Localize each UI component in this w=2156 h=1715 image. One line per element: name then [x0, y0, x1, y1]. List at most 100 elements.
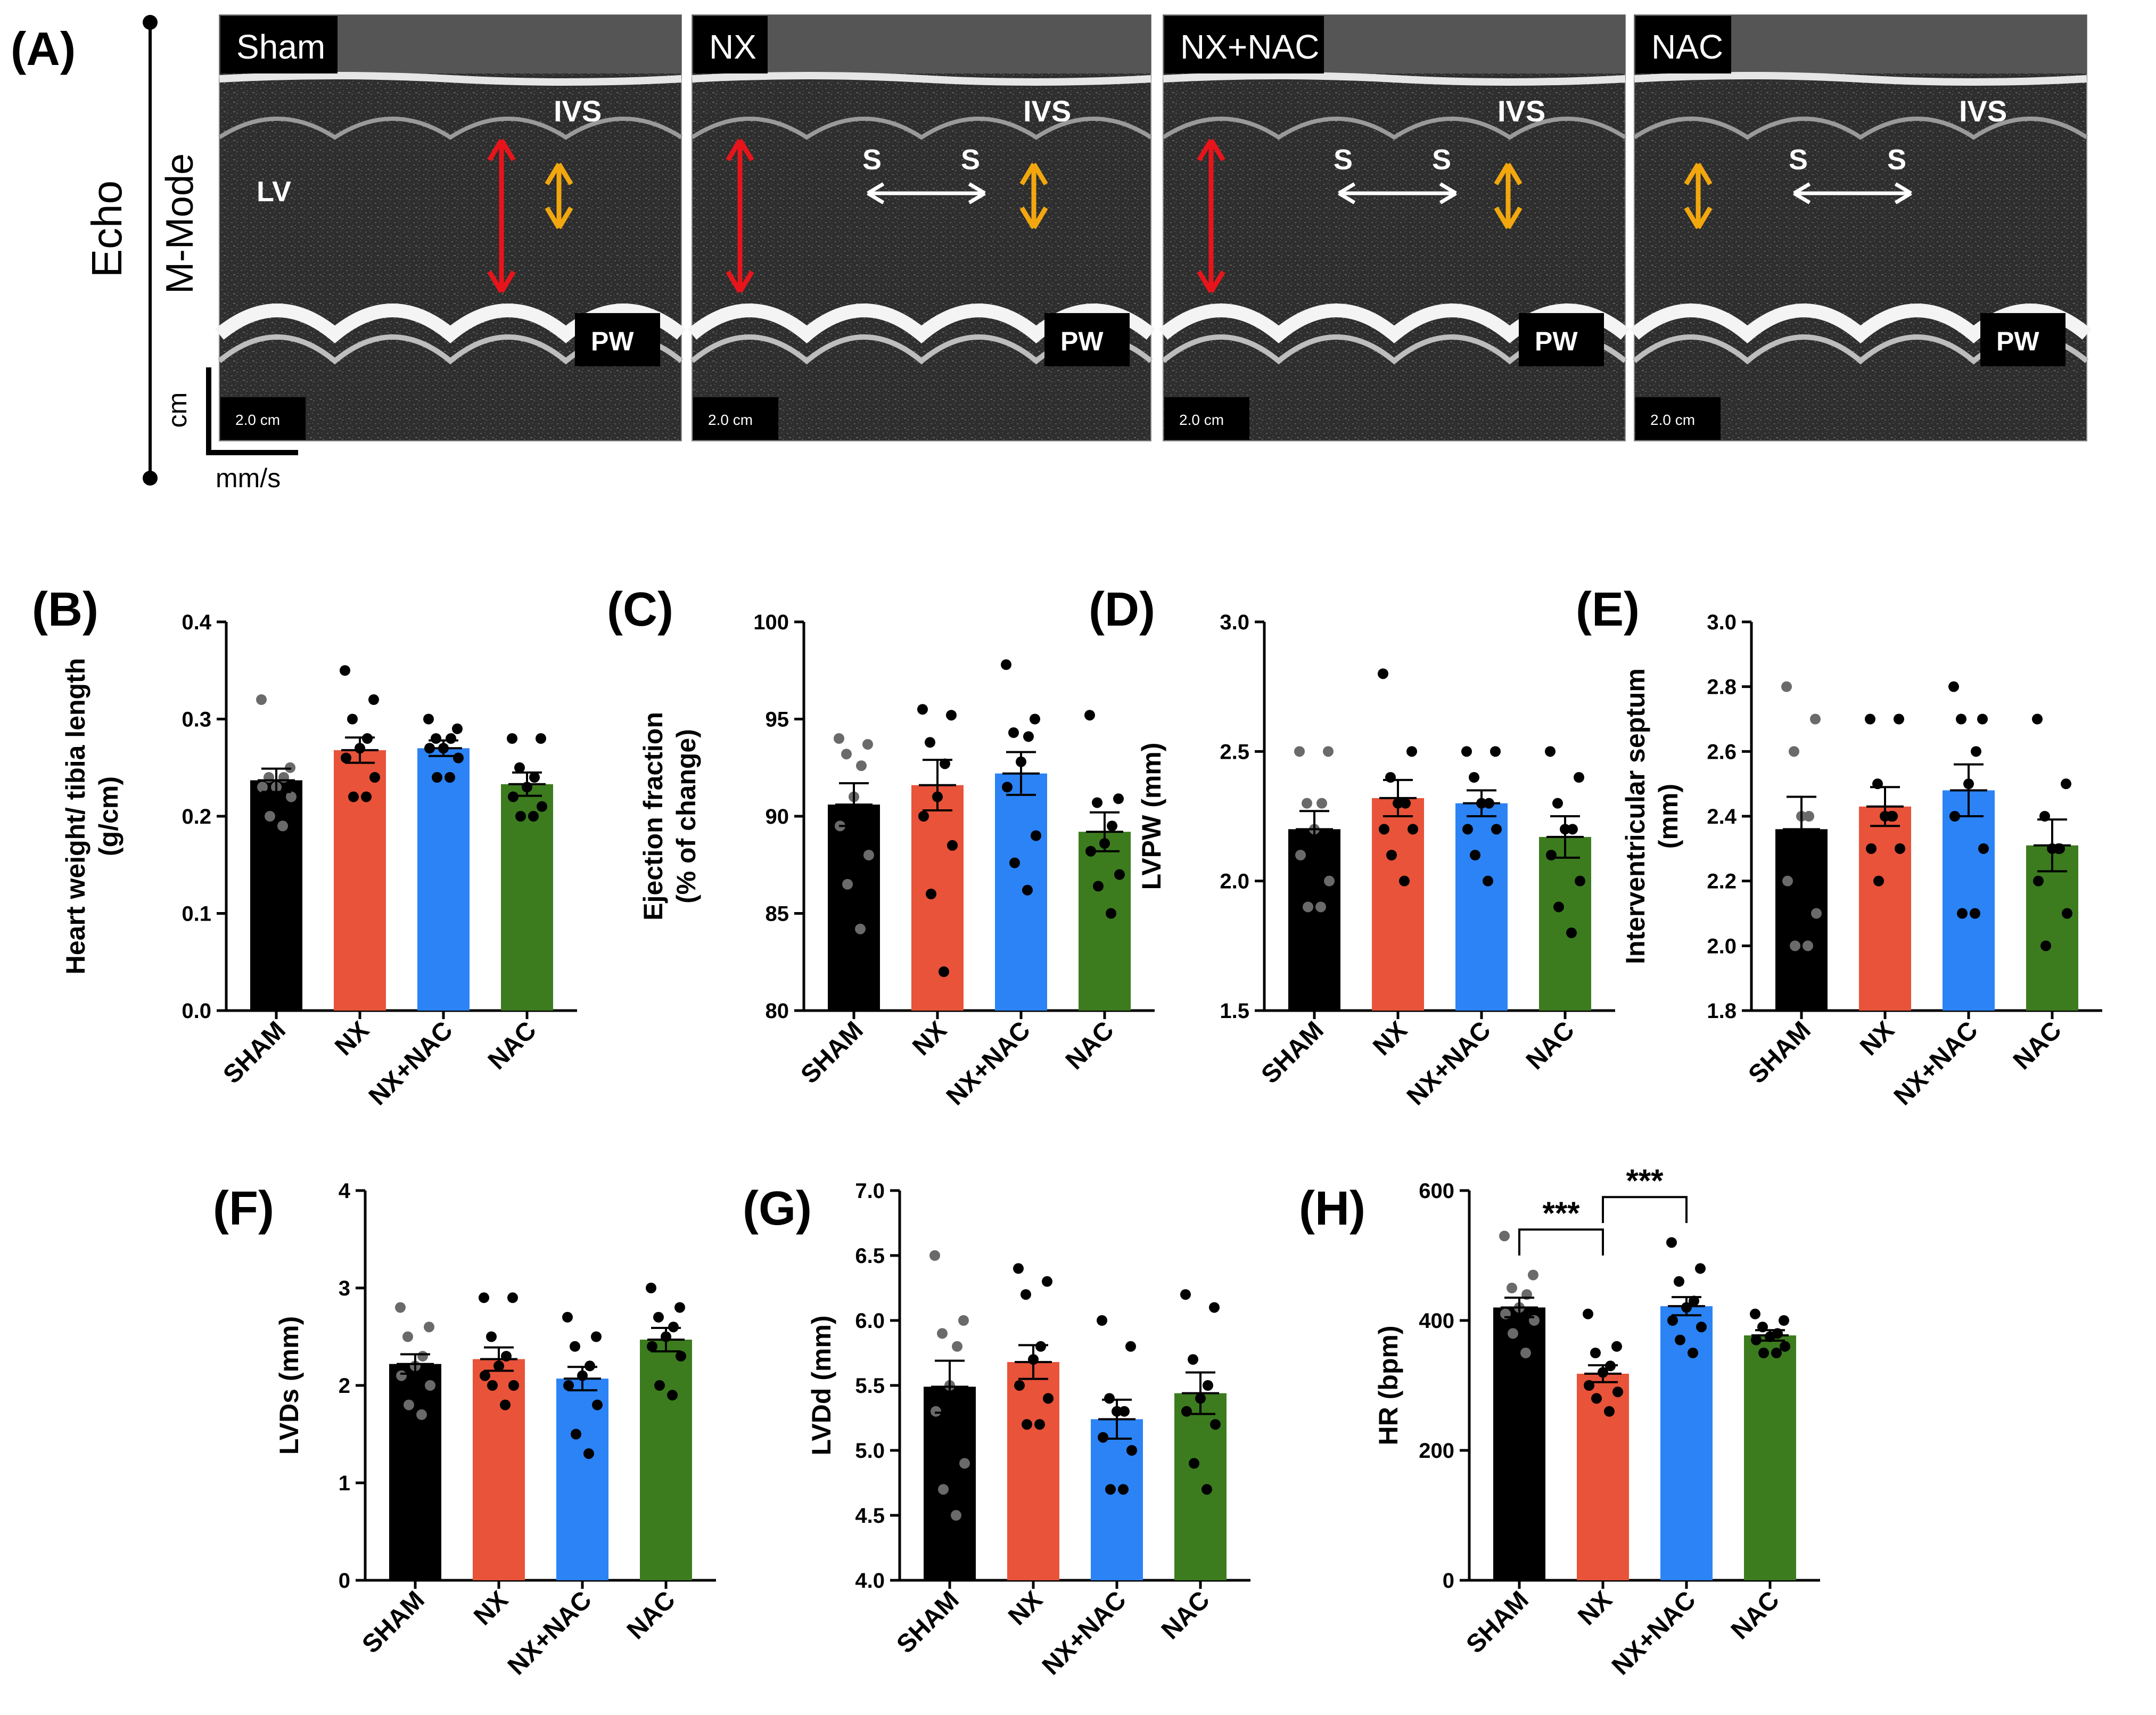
y-tick-label: 2.0 — [1220, 870, 1249, 893]
echo-title: NX+NAC — [1164, 16, 1324, 73]
chart-panel-0: (B) 0.0 0.1 0.2 0.3 0.4 Heart weight/ tibia le… — [32, 583, 577, 1111]
x-tick-label: NX — [1368, 1016, 1413, 1061]
data-point — [1014, 1380, 1025, 1391]
data-point — [1189, 1458, 1199, 1469]
data-point — [646, 1283, 656, 1293]
data-point — [1031, 830, 1041, 841]
y-tick-label: 100 — [753, 611, 789, 634]
bar-nx-nac — [1091, 1419, 1143, 1580]
data-point — [2032, 713, 2043, 725]
bar-sham — [250, 780, 302, 1011]
data-point — [1574, 772, 1584, 783]
echo-pw-box — [1519, 313, 1604, 366]
y-tick-label: 2.0 — [1707, 934, 1737, 958]
data-point — [1008, 727, 1019, 738]
data-point — [347, 713, 358, 725]
data-point — [341, 752, 351, 764]
data-point — [1865, 713, 1875, 725]
x-tick-label: SHAM — [795, 1016, 868, 1089]
x-tick-label: NX — [468, 1586, 514, 1631]
data-point — [1688, 1348, 1698, 1358]
data-point — [1552, 798, 1563, 809]
echo-septum-wave — [1633, 117, 2088, 140]
echo-title-box — [1635, 16, 1731, 73]
data-point — [1803, 940, 1813, 951]
echo-s-label-left: S — [1789, 144, 1808, 176]
bar-nac — [1539, 836, 1591, 1011]
y-tick-label: 200 — [1419, 1439, 1454, 1463]
data-point — [1811, 908, 1822, 919]
x-tick-label: NAC — [1726, 1586, 1785, 1645]
bar-nac — [1079, 832, 1131, 1011]
chart-panel-1: (C) 80 85 90 95 100 Ejection fraction (% of cha… — [607, 583, 1155, 1111]
data-point — [925, 737, 935, 748]
data-point — [1507, 1283, 1517, 1293]
y-tick-label: 2 — [339, 1374, 350, 1398]
data-point — [1105, 1484, 1116, 1495]
echo-s-label-right: S — [1432, 144, 1451, 176]
data-point — [855, 923, 866, 934]
y-tick-label: 400 — [1419, 1309, 1454, 1333]
data-point — [424, 1322, 434, 1333]
mmode-label: M-Mode — [159, 153, 201, 294]
y-axis-label: (% of change) — [671, 729, 701, 904]
echo-title-text: NAC — [1651, 28, 1723, 66]
data-point — [1782, 875, 1793, 887]
data-point — [431, 733, 441, 744]
x-tick-label: NX+NAC — [1607, 1586, 1701, 1680]
data-point — [396, 1370, 407, 1381]
x-tick-label: NX — [907, 1016, 952, 1061]
y-tick-label: 85 — [766, 902, 789, 926]
y-axis-label: LVDs (mm) — [274, 1316, 304, 1455]
echo-pw-box — [1044, 313, 1130, 366]
x-tick-label: SHAM — [1743, 1016, 1816, 1089]
x-tick-label: NX — [1003, 1586, 1048, 1631]
data-point — [1948, 681, 1959, 692]
echo-orange-arrow — [1494, 162, 1523, 229]
data-point — [1098, 1432, 1108, 1443]
data-point — [1462, 824, 1473, 835]
echo-ivs-label: IVS — [554, 94, 602, 128]
panel-label: (G) — [743, 1182, 812, 1235]
data-point — [340, 665, 350, 676]
bar-nac — [2026, 845, 2078, 1011]
echo-background — [219, 14, 682, 441]
data-point — [667, 1390, 678, 1401]
data-point — [1209, 1302, 1220, 1313]
y-tick-label: 2.2 — [1707, 870, 1737, 893]
echo-image-0: Sham IVS PW 2.0 cm LV — [215, 14, 686, 441]
data-point — [1508, 1328, 1518, 1339]
data-point — [952, 1341, 962, 1352]
echo-white-arrow-heads — [867, 182, 986, 204]
y-tick-label: 6.0 — [855, 1309, 885, 1333]
data-point — [402, 1331, 413, 1342]
data-point — [1674, 1276, 1684, 1287]
data-point — [507, 1292, 518, 1303]
data-point — [480, 1370, 490, 1381]
echo-title-text: NX — [709, 28, 756, 66]
data-point — [1667, 1315, 1678, 1326]
y-tick-label: 2.8 — [1707, 676, 1737, 699]
data-point — [1295, 850, 1306, 860]
panel-a: (A) Echo M-Mode cm mm/s Sham IVS PW 2.0 cm L… — [11, 14, 2092, 493]
scale-bracket — [206, 367, 298, 455]
data-point — [862, 738, 873, 750]
x-tick-label: NAC — [1156, 1586, 1215, 1645]
bar-nx-nac — [995, 773, 1047, 1011]
echo-scale-label: 2.0 cm — [708, 412, 753, 428]
data-point — [1873, 875, 1884, 887]
data-point — [958, 1315, 969, 1326]
data-point — [432, 772, 442, 783]
data-point — [856, 760, 867, 772]
echo-red-arrow — [487, 138, 516, 293]
x-tick-label: NX+NAC — [503, 1586, 597, 1680]
y-tick-label: 0.2 — [182, 805, 211, 828]
data-point — [591, 1331, 602, 1342]
y-axis-label: (mm) — [1653, 784, 1683, 849]
data-point — [1771, 1348, 1782, 1358]
y-tick-label: 1.8 — [1707, 999, 1737, 1023]
y-tick-label: 2.5 — [1220, 740, 1249, 764]
panel-label: (F) — [213, 1182, 274, 1235]
